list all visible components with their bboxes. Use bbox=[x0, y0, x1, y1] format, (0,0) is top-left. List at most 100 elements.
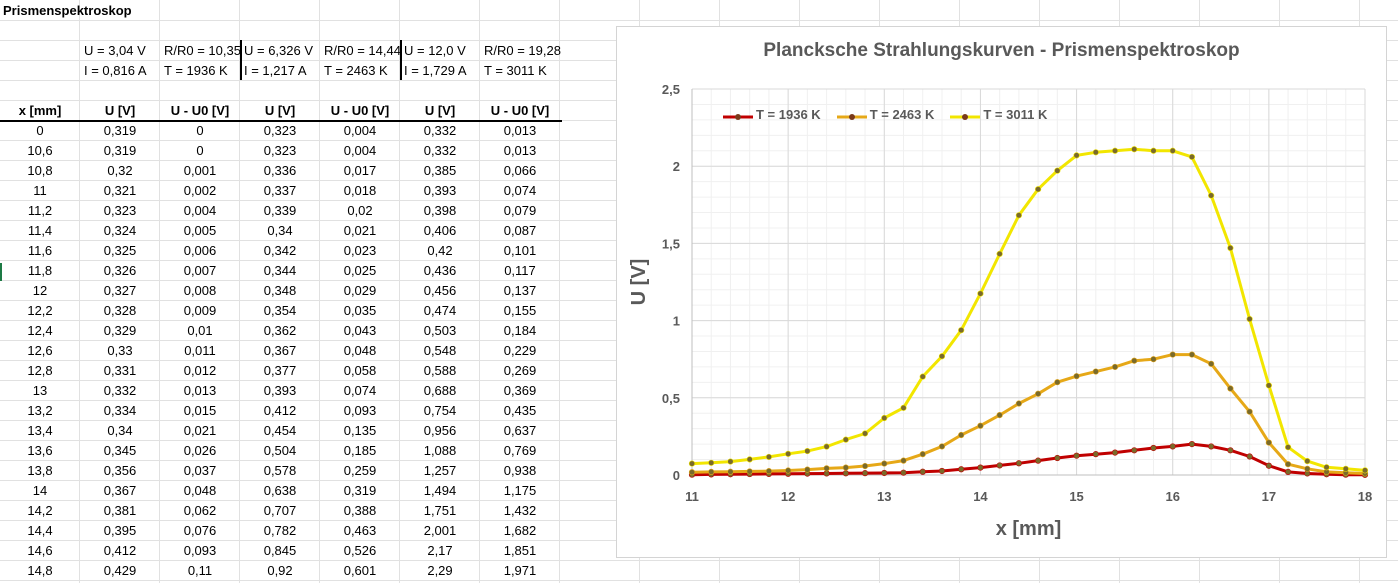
table-cell[interactable]: 0,504 bbox=[263, 443, 297, 458]
table-cell[interactable]: 0,429 bbox=[103, 563, 137, 578]
table-cell[interactable]: 11,8 bbox=[27, 263, 53, 278]
table-cell[interactable]: 0,013 bbox=[503, 123, 537, 138]
sheet-title[interactable]: Prismenspektroskop bbox=[3, 3, 132, 18]
table-cell[interactable]: 0,319 bbox=[343, 483, 377, 498]
table-cell[interactable]: 12,4 bbox=[27, 323, 53, 338]
table-cell[interactable]: 0,021 bbox=[183, 423, 217, 438]
table-cell[interactable]: 0,328 bbox=[103, 303, 137, 318]
table-cell[interactable]: 0,117 bbox=[504, 263, 536, 278]
table-cell[interactable]: 0,337 bbox=[263, 183, 297, 198]
table-cell[interactable]: 0,048 bbox=[343, 343, 377, 358]
table-cell[interactable]: 0,074 bbox=[503, 183, 537, 198]
param-cell[interactable]: T = 2463 K bbox=[324, 63, 388, 78]
table-cell[interactable]: 1,971 bbox=[503, 563, 537, 578]
table-cell[interactable]: 0,329 bbox=[103, 323, 137, 338]
table-cell[interactable]: 0,845 bbox=[263, 543, 297, 558]
table-cell[interactable]: 0,007 bbox=[183, 263, 217, 278]
table-cell[interactable]: 0,345 bbox=[103, 443, 137, 458]
table-cell[interactable]: 0,381 bbox=[103, 503, 137, 518]
table-cell[interactable]: 0,319 bbox=[103, 143, 137, 158]
column-header[interactable]: U - U0 [V] bbox=[330, 103, 390, 118]
table-cell[interactable]: 0,42 bbox=[427, 243, 453, 258]
table-cell[interactable]: 0,503 bbox=[423, 323, 457, 338]
table-cell[interactable]: 0,588 bbox=[423, 363, 457, 378]
table-cell[interactable]: 1,851 bbox=[503, 543, 537, 558]
table-cell[interactable]: 0,323 bbox=[103, 203, 137, 218]
table-cell[interactable]: 0,412 bbox=[103, 543, 137, 558]
table-cell[interactable]: 0,01 bbox=[187, 323, 213, 338]
table-cell[interactable]: 0,012 bbox=[183, 363, 217, 378]
param-cell[interactable]: U = 12,0 V bbox=[404, 43, 466, 58]
table-cell[interactable]: 13,6 bbox=[27, 443, 53, 458]
table-cell[interactable]: 0,079 bbox=[503, 203, 537, 218]
table-cell[interactable]: 1,751 bbox=[423, 503, 457, 518]
table-cell[interactable]: 0,436 bbox=[423, 263, 457, 278]
table-cell[interactable]: 0,259 bbox=[343, 463, 377, 478]
table-cell[interactable]: 0,325 bbox=[103, 243, 137, 258]
param-cell[interactable]: U = 3,04 V bbox=[84, 43, 146, 58]
table-cell[interactable]: 0,34 bbox=[107, 423, 133, 438]
table-cell[interactable]: 0,406 bbox=[423, 223, 457, 238]
table-cell[interactable]: 0,638 bbox=[263, 483, 297, 498]
param-cell[interactable]: R/R0 = 14,44 bbox=[324, 43, 401, 58]
table-cell[interactable]: 1,494 bbox=[423, 483, 457, 498]
table-cell[interactable]: 0,342 bbox=[263, 243, 297, 258]
table-cell[interactable]: 0,463 bbox=[343, 523, 377, 538]
column-header[interactable]: U [V] bbox=[264, 103, 296, 118]
table-cell[interactable]: 0,367 bbox=[263, 343, 297, 358]
table-cell[interactable]: 0,688 bbox=[423, 383, 457, 398]
table-cell[interactable]: 0,005 bbox=[183, 223, 217, 238]
param-cell[interactable]: I = 1,729 A bbox=[404, 63, 467, 78]
table-cell[interactable]: 14 bbox=[32, 483, 48, 498]
table-cell[interactable]: 0,013 bbox=[503, 143, 537, 158]
table-cell[interactable]: 0 bbox=[36, 123, 44, 138]
table-cell[interactable]: 0,02 bbox=[347, 203, 373, 218]
table-cell[interactable]: 0,021 bbox=[343, 223, 377, 238]
table-cell[interactable]: 0,321 bbox=[103, 183, 137, 198]
table-cell[interactable]: 0,332 bbox=[103, 383, 137, 398]
table-cell[interactable]: 0,362 bbox=[263, 323, 297, 338]
table-cell[interactable]: 0,323 bbox=[263, 123, 297, 138]
table-cell[interactable]: 11 bbox=[33, 183, 47, 198]
table-cell[interactable]: 14,2 bbox=[27, 503, 53, 518]
table-cell[interactable]: 2,17 bbox=[427, 543, 453, 558]
table-cell[interactable]: 12,2 bbox=[27, 303, 53, 318]
table-cell[interactable]: 10,6 bbox=[27, 143, 53, 158]
table-cell[interactable]: 0,938 bbox=[503, 463, 537, 478]
table-cell[interactable]: 0,269 bbox=[503, 363, 537, 378]
table-cell[interactable]: 0,323 bbox=[263, 143, 297, 158]
table-cell[interactable]: 11,4 bbox=[27, 223, 53, 238]
table-cell[interactable]: 0,454 bbox=[263, 423, 297, 438]
table-cell[interactable]: 0,548 bbox=[423, 343, 457, 358]
param-cell[interactable]: R/R0 = 10,35 bbox=[164, 43, 241, 58]
table-cell[interactable]: 0,066 bbox=[503, 163, 537, 178]
table-cell[interactable]: 0,093 bbox=[343, 403, 377, 418]
table-cell[interactable]: 14,4 bbox=[27, 523, 53, 538]
table-cell[interactable]: 0,332 bbox=[423, 123, 457, 138]
table-cell[interactable]: 0,011 bbox=[184, 343, 216, 358]
table-cell[interactable]: 0,32 bbox=[107, 163, 133, 178]
table-cell[interactable]: 13,8 bbox=[27, 463, 53, 478]
table-cell[interactable]: 0,34 bbox=[267, 223, 293, 238]
table-cell[interactable]: 0,001 bbox=[183, 163, 217, 178]
table-cell[interactable]: 1,682 bbox=[503, 523, 537, 538]
table-cell[interactable]: 0,782 bbox=[263, 523, 297, 538]
table-cell[interactable]: 0,002 bbox=[183, 183, 217, 198]
table-cell[interactable]: 0,135 bbox=[343, 423, 377, 438]
column-header[interactable]: U [V] bbox=[424, 103, 456, 118]
table-cell[interactable]: 0,327 bbox=[103, 283, 137, 298]
table-cell[interactable]: 0,009 bbox=[183, 303, 217, 318]
table-cell[interactable]: 0,393 bbox=[423, 183, 457, 198]
table-cell[interactable]: 0,344 bbox=[263, 263, 297, 278]
column-header[interactable]: U [V] bbox=[104, 103, 136, 118]
table-cell[interactable]: 0,11 bbox=[187, 563, 213, 578]
table-cell[interactable]: 0,578 bbox=[263, 463, 297, 478]
table-cell[interactable]: 10,8 bbox=[27, 163, 53, 178]
param-cell[interactable]: R/R0 = 19,28 bbox=[484, 43, 561, 58]
column-header[interactable]: x [mm] bbox=[18, 103, 62, 118]
table-cell[interactable]: 0,025 bbox=[343, 263, 377, 278]
table-cell[interactable]: 0 bbox=[196, 123, 204, 138]
table-cell[interactable]: 2,001 bbox=[423, 523, 457, 538]
table-cell[interactable]: 0,062 bbox=[183, 503, 217, 518]
column-header[interactable]: U - U0 [V] bbox=[170, 103, 230, 118]
